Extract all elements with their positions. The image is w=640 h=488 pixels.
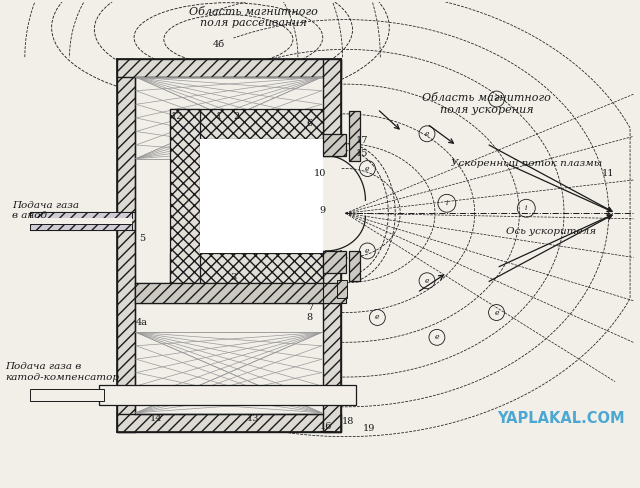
Text: 5: 5	[139, 234, 145, 243]
Bar	[170, 109, 200, 283]
Text: 11: 11	[602, 169, 614, 178]
Text: e: e	[494, 95, 499, 103]
Text: 3: 3	[230, 273, 237, 282]
Bar	[30, 218, 132, 224]
Text: Ускоренный поток плазмы: Ускоренный поток плазмы	[451, 159, 602, 168]
Text: Область магнитного
поля рассеивания: Область магнитного поля рассеивания	[189, 7, 317, 28]
Text: 17: 17	[356, 136, 369, 145]
Text: 12: 12	[170, 112, 183, 122]
Text: e: e	[365, 247, 370, 255]
Bar	[117, 414, 340, 432]
Bar	[323, 251, 346, 273]
Bar	[30, 212, 132, 218]
Text: 8: 8	[307, 313, 313, 322]
Bar	[349, 251, 360, 281]
Bar	[30, 389, 104, 401]
Text: i: i	[525, 204, 527, 212]
Text: i: i	[445, 199, 448, 207]
Text: Подача газа
в анод: Подача газа в анод	[12, 201, 79, 220]
Bar	[117, 60, 135, 432]
Text: 9: 9	[319, 206, 326, 215]
Text: 2: 2	[233, 112, 239, 122]
Bar	[170, 253, 323, 283]
Bar	[337, 280, 347, 298]
Text: 10: 10	[314, 169, 326, 178]
Text: e: e	[425, 277, 429, 285]
Text: 13: 13	[247, 414, 259, 423]
Text: 18: 18	[341, 417, 354, 426]
Bar	[170, 109, 323, 139]
Text: 1: 1	[215, 112, 221, 122]
Bar	[323, 60, 340, 156]
Text: 19: 19	[364, 424, 376, 433]
Bar	[30, 224, 132, 230]
Text: Область магнитного
поля ускорения: Область магнитного поля ускорения	[422, 93, 551, 115]
Text: e: e	[425, 130, 429, 138]
Text: 14: 14	[150, 414, 162, 423]
Text: e: e	[494, 308, 499, 317]
Bar	[323, 251, 340, 432]
Text: Ось ускорителя: Ось ускорителя	[506, 226, 596, 236]
Bar	[117, 60, 340, 77]
Bar	[135, 283, 340, 303]
Text: e: e	[375, 313, 380, 322]
Text: 16: 16	[319, 422, 332, 431]
Text: e: e	[435, 333, 439, 341]
Text: e: e	[365, 164, 370, 173]
Text: 6: 6	[307, 120, 313, 128]
Bar	[135, 60, 340, 414]
Text: 7: 7	[307, 303, 313, 312]
Text: 4б: 4б	[212, 40, 225, 49]
Text: 15: 15	[356, 149, 369, 158]
Text: Подача газа в
катод-компенсатор: Подача газа в катод-компенсатор	[5, 363, 119, 382]
Bar	[200, 139, 323, 253]
Bar	[349, 111, 360, 161]
Bar	[323, 134, 346, 156]
Text: YAPLAKAL.COM: YAPLAKAL.COM	[497, 411, 625, 427]
Text: 4а: 4а	[136, 318, 148, 327]
Bar	[99, 385, 355, 405]
Bar	[323, 283, 346, 303]
